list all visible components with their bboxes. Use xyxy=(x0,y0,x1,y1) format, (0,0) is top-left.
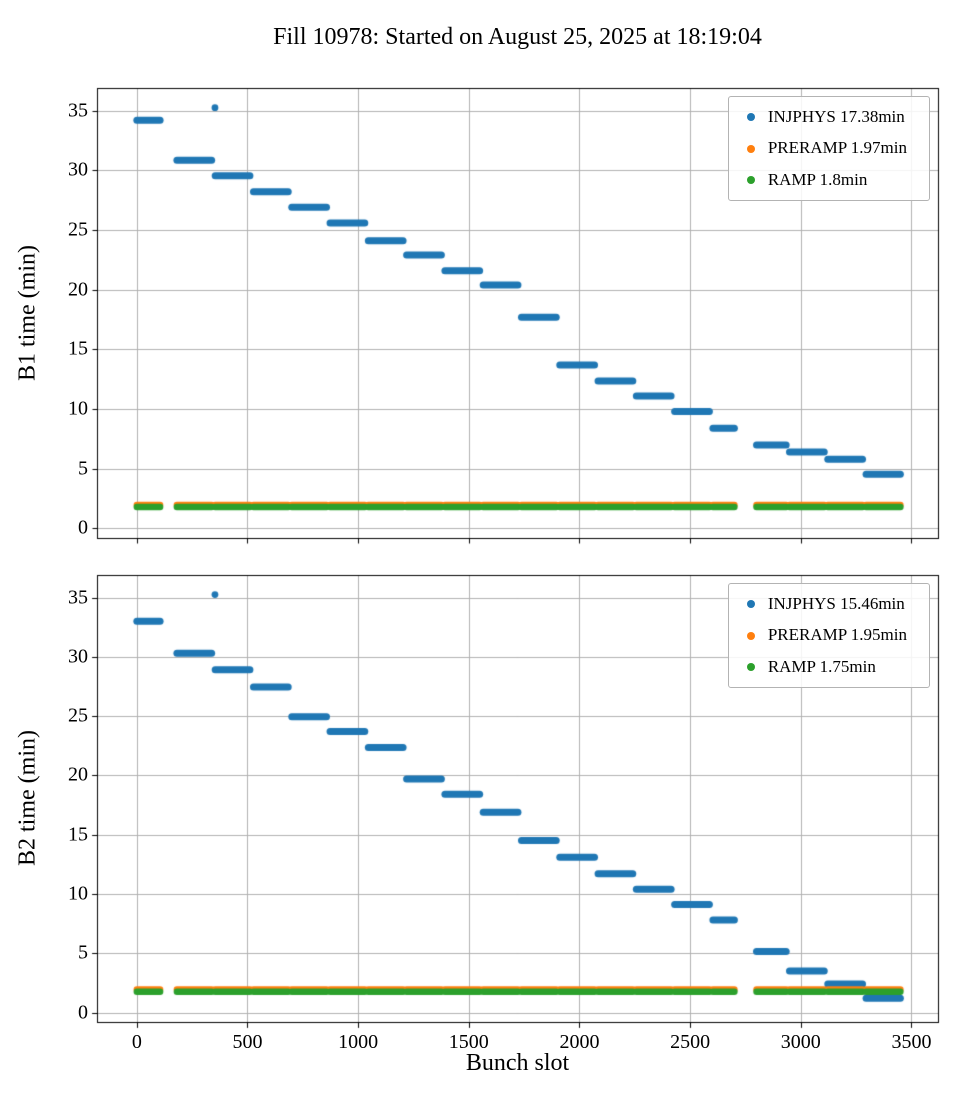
y-tick-label: 25 xyxy=(68,704,88,727)
x-tick-label: 1000 xyxy=(338,1031,379,1053)
scatter-marker-icon xyxy=(746,144,755,153)
scatter-marker-icon xyxy=(746,175,755,184)
scatter-marker-icon xyxy=(746,113,755,122)
legend-item-injphys: INJPHYS 15.46min xyxy=(741,593,913,615)
y-tick-label: 25 xyxy=(68,218,88,241)
y-tick-label: 0 xyxy=(78,1001,88,1023)
y-tick-label: 5 xyxy=(78,457,88,480)
legend-label: PRERAMP 1.97min xyxy=(767,138,907,158)
scatter-marker-icon xyxy=(746,600,755,609)
scatter-marker-icon xyxy=(746,662,755,671)
legend-item-ramp: RAMP 1.8min xyxy=(741,169,913,191)
x-tick-label: 1500 xyxy=(448,1031,489,1053)
x-tick-label: 3500 xyxy=(891,1031,932,1053)
x-tick-label: 3000 xyxy=(780,1031,821,1053)
legend-label: INJPHYS 15.46min xyxy=(767,594,905,613)
legend-label: INJPHYS 17.38min xyxy=(767,107,905,126)
y-tick-label: 35 xyxy=(68,586,88,609)
y-axis-label-b1: B1 time (min) xyxy=(14,245,41,381)
y-tick-label: 30 xyxy=(68,645,88,668)
y-tick-label: 5 xyxy=(78,941,88,964)
scatter-marker-icon xyxy=(746,631,755,640)
legend-item-ramp: RAMP 1.75min xyxy=(741,656,913,678)
y-tick-label: 0 xyxy=(78,516,88,539)
legend-label: RAMP 1.75min xyxy=(767,656,876,676)
legend-b2: INJPHYS 15.46min PRERAMP 1.95min RAMP 1.… xyxy=(727,583,930,689)
y-tick-label: 15 xyxy=(68,337,88,360)
x-tick-label: 500 xyxy=(232,1031,263,1053)
chart-title: Fill 10978: Started on August 25, 2025 a… xyxy=(273,24,762,50)
legend-item-preramp: PRERAMP 1.97min xyxy=(741,137,913,159)
legend-label: RAMP 1.8min xyxy=(767,169,868,189)
y-tick-label: 35 xyxy=(68,99,88,122)
y-tick-label: 20 xyxy=(68,763,88,786)
x-tick-label: 2500 xyxy=(670,1031,711,1053)
legend-label: PRERAMP 1.95min xyxy=(767,625,907,645)
y-tick-label: 30 xyxy=(68,158,88,181)
y-axis-label-b2: B2 time (min) xyxy=(14,730,41,866)
y-tick-label: 20 xyxy=(68,278,88,301)
y-tick-label: 10 xyxy=(68,882,88,905)
x-axis-label: Bunch slot xyxy=(465,1050,570,1076)
y-tick-label: 10 xyxy=(68,397,88,420)
legend-b1: INJPHYS 17.38min PRERAMP 1.97min RAMP 1.… xyxy=(727,96,930,202)
y-tick-label: 15 xyxy=(68,823,88,846)
x-tick-label: 2000 xyxy=(559,1031,600,1053)
x-tick-label: 0 xyxy=(131,1031,142,1053)
legend-item-preramp: PRERAMP 1.95min xyxy=(741,624,913,646)
legend-item-injphys: INJPHYS 17.38min xyxy=(741,106,913,128)
